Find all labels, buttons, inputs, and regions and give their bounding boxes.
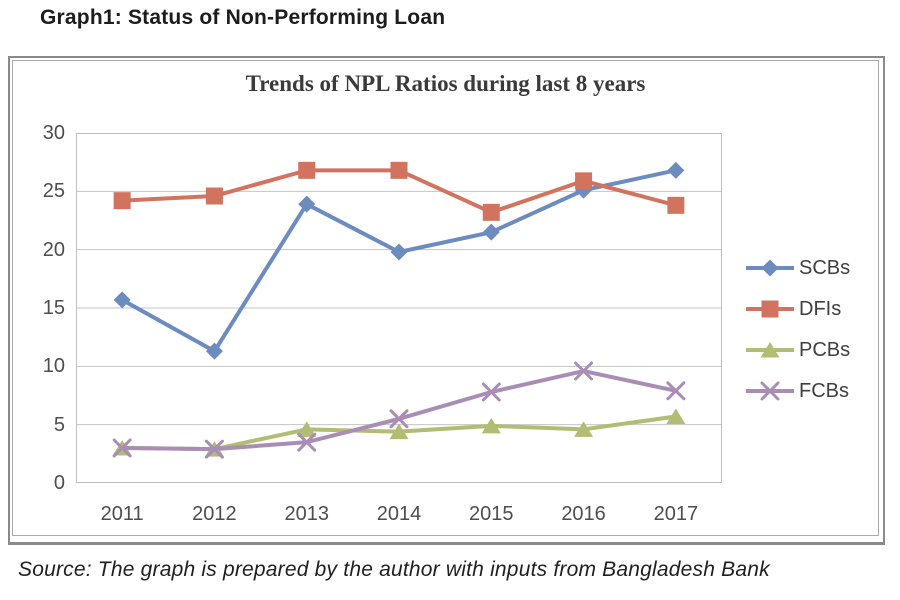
source-note: Source: The graph is prepared by the aut… <box>18 558 770 581</box>
square-marker <box>205 187 223 205</box>
square-marker <box>482 203 500 221</box>
square-marker <box>667 196 685 214</box>
legend-swatch-FCBs <box>746 381 794 401</box>
x-marker <box>297 432 317 452</box>
y-tick-15: 15 <box>42 297 65 319</box>
plot-border <box>76 133 722 483</box>
triangle-marker <box>297 421 317 437</box>
legend-item-DFIs: DFIs <box>746 294 841 324</box>
plot-area <box>76 133 722 483</box>
x-tick-2011: 2011 <box>100 503 144 525</box>
triangle-marker <box>760 342 780 358</box>
legend-item-PCBs: PCBs <box>746 335 850 365</box>
chart-title: Trends of NPL Ratios during last 8 years <box>245 71 646 96</box>
triangle-marker <box>481 417 501 434</box>
square-marker <box>298 161 316 179</box>
chart-frame: Trends of NPL Ratios during last 8 years… <box>8 56 885 545</box>
diamond-marker <box>298 195 316 213</box>
triangle-marker <box>389 423 409 440</box>
x-marker <box>204 439 224 459</box>
diamond-marker <box>205 342 223 360</box>
legend-swatch-PCBs <box>746 342 794 358</box>
diamond-marker <box>390 243 408 261</box>
x-marker <box>574 361 594 381</box>
x-tick-2016: 2016 <box>561 503 606 525</box>
series-DFIs <box>113 161 685 221</box>
diamond-marker <box>482 223 500 241</box>
series-FCBs <box>112 361 686 459</box>
legend-label-PCBs: PCBs <box>799 338 851 361</box>
square-marker <box>575 172 593 190</box>
x-marker <box>760 381 780 401</box>
legend-label-SCBs: SCBs <box>799 256 851 279</box>
legend-label-FCBs: FCBs <box>799 379 849 402</box>
chart-canvas: Trends of NPL Ratios during last 8 years… <box>12 60 879 536</box>
x-tick-2012: 2012 <box>192 503 237 525</box>
square-marker <box>761 300 779 318</box>
page-title: Graph1: Status of Non-Performing Loan <box>40 6 446 29</box>
y-tick-30: 30 <box>42 122 65 144</box>
series-SCBs <box>113 161 685 360</box>
x-marker <box>389 409 409 429</box>
y-tick-20: 20 <box>42 238 65 261</box>
triangle-marker <box>666 408 686 424</box>
x-marker <box>112 438 132 458</box>
y-tick-10: 10 <box>42 355 65 378</box>
triangle-marker <box>574 421 594 437</box>
square-marker <box>390 161 408 179</box>
legend-label-DFIs: DFIs <box>799 297 842 320</box>
diamond-marker <box>667 161 685 179</box>
y-tick-25: 25 <box>42 180 65 203</box>
square-marker <box>113 192 131 210</box>
diamond-marker <box>113 291 131 309</box>
legend-swatch-DFIs <box>746 300 794 318</box>
legend-item-SCBs: SCBs <box>746 253 850 283</box>
x-tick-2017: 2017 <box>653 503 699 525</box>
x-marker <box>666 381 686 401</box>
x-marker <box>481 382 501 402</box>
y-tick-0: 0 <box>53 472 65 494</box>
x-tick-2015: 2015 <box>469 503 514 525</box>
diamond-marker <box>761 259 779 277</box>
x-tick-2014: 2014 <box>376 503 422 525</box>
legend-swatch-SCBs <box>746 259 794 277</box>
legend-item-FCBs: FCBs <box>746 376 849 406</box>
x-tick-2013: 2013 <box>284 503 329 525</box>
y-tick-5: 5 <box>53 413 65 436</box>
